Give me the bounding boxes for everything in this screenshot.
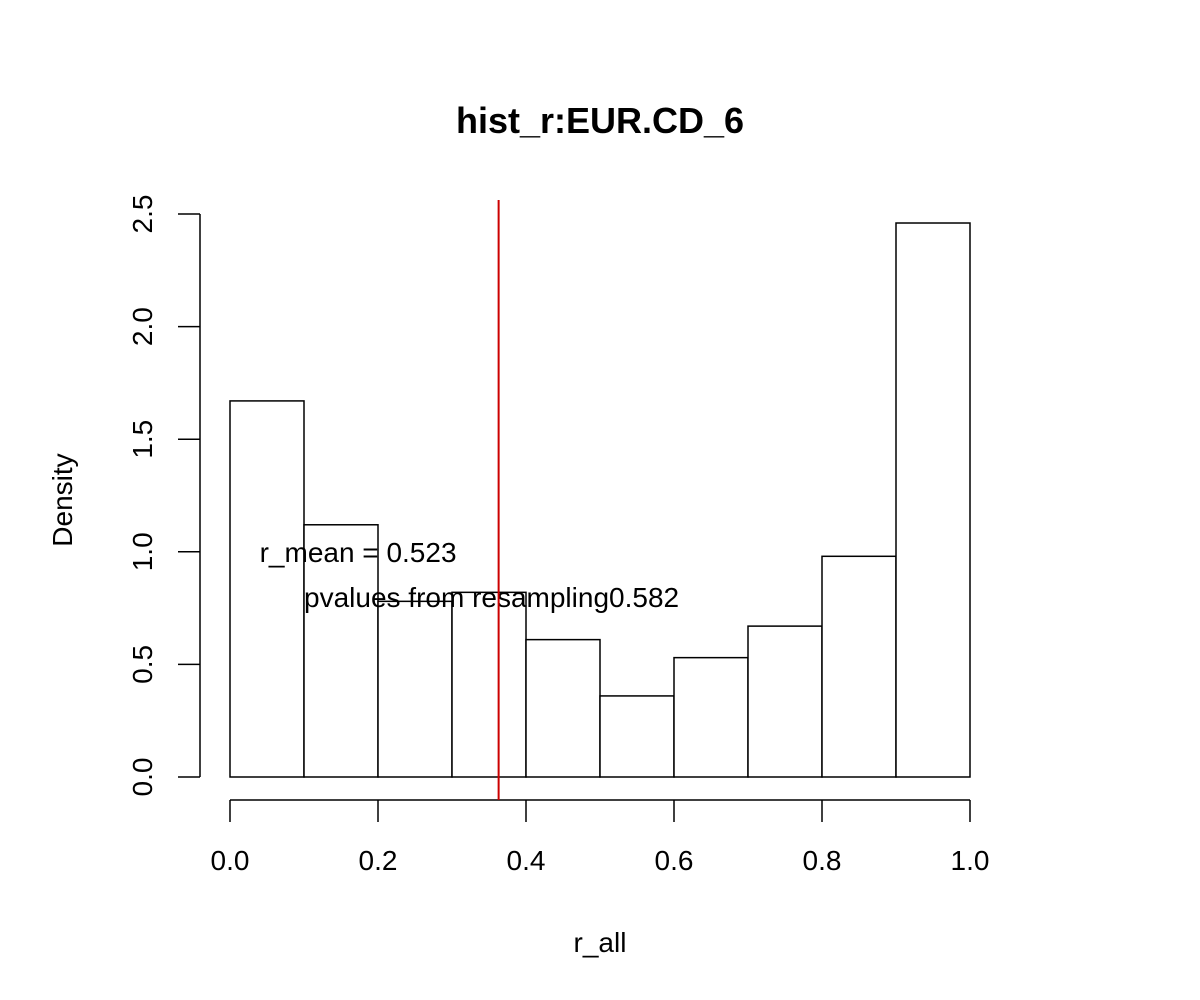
histogram-bar-8 xyxy=(821,555,897,778)
y-tick-label: 2.0 xyxy=(127,307,158,346)
histogram-bar-7 xyxy=(747,625,823,778)
y-tick-label: 0.0 xyxy=(127,758,158,797)
x-tick-label: 0.2 xyxy=(359,845,398,876)
bars-group xyxy=(229,222,971,778)
x-tick-label: 0.8 xyxy=(803,845,842,876)
histogram-bar-5 xyxy=(599,695,675,778)
histogram-bar-4 xyxy=(525,638,601,778)
histogram-bar-1 xyxy=(303,524,379,778)
y-tick-label: 0.5 xyxy=(127,645,158,684)
y-axis-label: Density xyxy=(47,453,78,546)
x-tick-label: 0.6 xyxy=(655,845,694,876)
histogram-bar-6 xyxy=(673,656,749,778)
histogram-bar-2 xyxy=(377,600,453,778)
chart-title: hist_r:EUR.CD_6 xyxy=(456,100,744,141)
x-axis-label: r_all xyxy=(574,927,627,958)
annotations-group: r_mean = 0.523 pvalues from resampling0.5… xyxy=(260,537,679,613)
histogram-bar-3 xyxy=(451,591,527,778)
y-axis: 0.0 0.5 1.0 1.5 2.0 2.5 xyxy=(127,195,201,797)
x-tick-label: 1.0 xyxy=(951,845,990,876)
histogram-bar-9 xyxy=(895,222,971,778)
x-tick-label: 0.0 xyxy=(211,845,250,876)
x-axis: 0.0 0.2 0.4 0.6 0.8 1.0 xyxy=(211,799,990,876)
y-tick-label: 1.0 xyxy=(127,532,158,571)
y-tick-label: 2.5 xyxy=(127,195,158,234)
annotation-text-0: r_mean = 0.523 xyxy=(260,537,457,568)
x-tick-label: 0.4 xyxy=(507,845,546,876)
y-tick-label: 1.5 xyxy=(127,420,158,459)
annotation-text-1: pvalues from resampling0.582 xyxy=(304,582,679,613)
histogram-bar-0 xyxy=(229,400,305,778)
